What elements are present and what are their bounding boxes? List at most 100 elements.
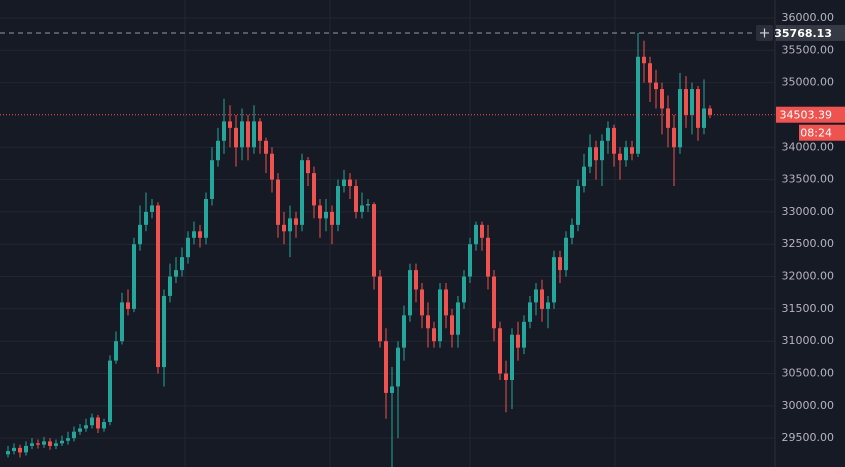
candle-body	[432, 328, 436, 342]
candle-body	[456, 302, 460, 335]
candle-body	[240, 121, 244, 148]
candle-body	[612, 127, 616, 154]
candle-body	[162, 295, 166, 368]
y-tick-label: 30000.00	[782, 399, 835, 412]
candle-body	[384, 341, 388, 393]
price-label-box	[776, 106, 845, 123]
candle-body	[48, 441, 52, 446]
candle-body	[126, 302, 130, 309]
candle-body	[702, 108, 706, 128]
candle-body	[336, 186, 340, 225]
candle-body	[216, 140, 220, 161]
candle-body	[276, 179, 280, 225]
candle-body	[306, 160, 310, 174]
y-tick-label: 31000.00	[782, 334, 835, 347]
candle-body	[672, 127, 676, 148]
candle-body	[378, 276, 382, 342]
candle-body	[174, 270, 178, 277]
candle-body	[480, 224, 484, 238]
candle-body	[42, 441, 46, 445]
candle-body	[54, 443, 58, 446]
y-tick-label: 33500.00	[782, 173, 835, 186]
candle-body	[546, 302, 550, 309]
grid	[0, 17, 775, 439]
candle-body	[426, 315, 430, 329]
candle-body	[492, 276, 496, 329]
candle-body	[618, 153, 622, 161]
y-tick-label: 34000.00	[782, 140, 835, 153]
y-tick-label: 32000.00	[782, 270, 835, 283]
crosshair-label-box	[776, 24, 845, 41]
candle-body	[144, 211, 148, 225]
candle-body	[90, 417, 94, 426]
candle-body	[438, 289, 442, 342]
countdown-box	[799, 124, 845, 141]
candle-body	[204, 198, 208, 238]
candle-body	[390, 386, 394, 393]
candle-body	[630, 147, 634, 154]
candle-body	[678, 89, 682, 148]
candle-body	[150, 205, 154, 212]
candle-body	[186, 237, 190, 258]
candle-body	[18, 447, 22, 453]
candle-body	[414, 270, 418, 290]
candle-body	[594, 147, 598, 161]
candle-body	[270, 153, 274, 180]
candle-body	[192, 231, 196, 238]
candle-body	[360, 205, 364, 212]
candle-body	[312, 173, 316, 206]
candles	[6, 32, 712, 467]
price-axis: 29500.00 30000.00 30500.00 31000.00 31500.00…	[774, 0, 845, 467]
candle-body	[516, 334, 520, 348]
candle-body	[468, 244, 472, 277]
candle-body	[372, 204, 376, 277]
candle-body	[294, 218, 298, 225]
candle-body	[690, 89, 694, 115]
candle-body	[258, 121, 262, 141]
candle-body	[102, 422, 106, 429]
candle-body	[624, 147, 628, 161]
candle-body	[684, 89, 688, 115]
candle-body	[648, 63, 652, 83]
overlay	[0, 24, 775, 116]
candle-body	[510, 334, 514, 380]
candle-body	[156, 205, 160, 368]
candle-body	[180, 257, 184, 271]
candle-body	[642, 56, 646, 64]
candle-body	[6, 451, 10, 455]
candle-body	[660, 89, 664, 109]
candle-body	[486, 237, 490, 277]
candle-body	[318, 205, 322, 219]
candle-body	[330, 211, 334, 225]
y-tick-label: 29500.00	[782, 431, 835, 444]
y-tick-label: 35000.00	[782, 76, 835, 89]
candle-body	[234, 127, 238, 148]
y-tick-label: 30500.00	[782, 367, 835, 380]
candle-body	[636, 56, 640, 154]
candle-body	[264, 140, 268, 154]
candle-body	[222, 121, 226, 141]
candle-body	[576, 186, 580, 225]
candle-body	[552, 257, 556, 303]
candle-body	[108, 360, 112, 423]
candle-body	[450, 315, 454, 335]
candle-body	[474, 224, 478, 245]
candle-body	[324, 211, 328, 219]
candle-body	[354, 186, 358, 212]
candle-body	[288, 218, 292, 232]
candle-body	[60, 440, 64, 444]
candle-body	[654, 82, 658, 90]
candle-body	[168, 276, 172, 296]
candle-body	[522, 321, 526, 348]
candle-body	[606, 127, 610, 141]
candle-body	[708, 108, 712, 115]
candle-body	[198, 231, 202, 238]
countdown-label: 08:24	[800, 127, 832, 140]
candle-body	[72, 431, 76, 439]
candle-body	[588, 147, 592, 167]
candle-body	[36, 443, 40, 445]
candle-body	[300, 160, 304, 225]
candle-body	[132, 244, 136, 309]
